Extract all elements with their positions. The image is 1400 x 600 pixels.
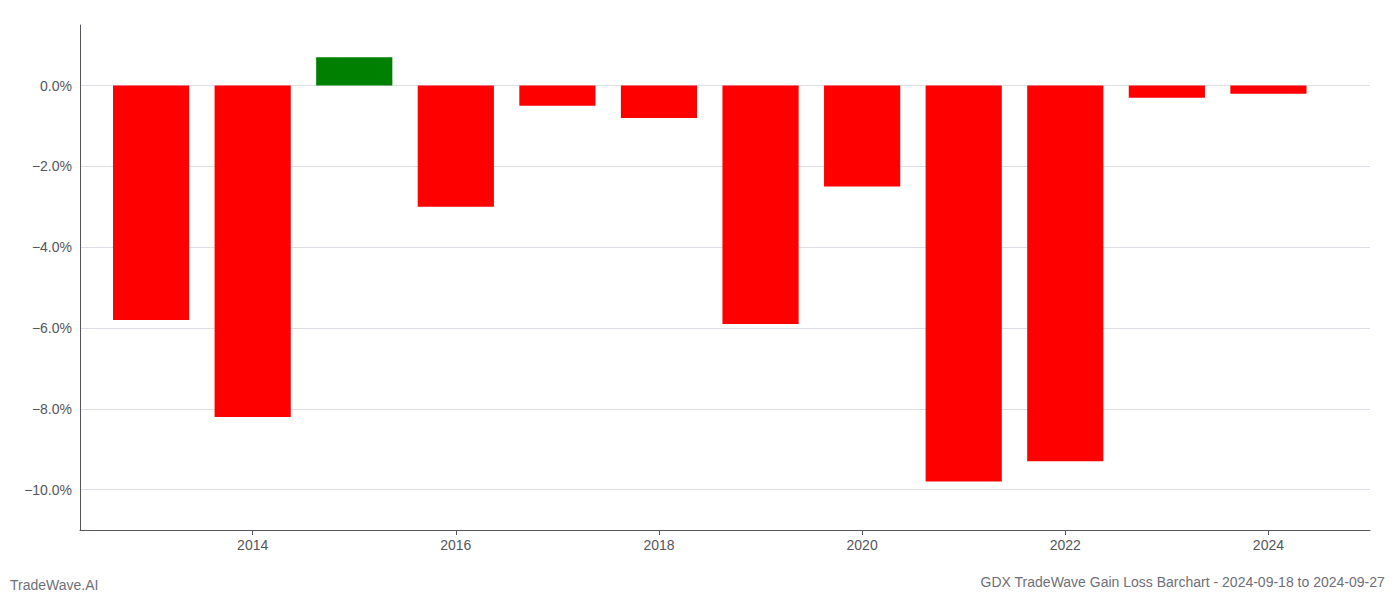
svg-text:GDX TradeWave Gain Loss Barcha: GDX TradeWave Gain Loss Barchart - 2024-… [981, 574, 1385, 590]
svg-text:2014: 2014 [237, 537, 268, 553]
svg-text:−2.0%: −2.0% [32, 158, 72, 174]
svg-text:0.0%: 0.0% [40, 78, 72, 94]
svg-text:2024: 2024 [1253, 537, 1284, 553]
svg-text:2020: 2020 [847, 537, 878, 553]
svg-text:TradeWave.AI: TradeWave.AI [10, 577, 98, 593]
svg-text:2022: 2022 [1050, 537, 1081, 553]
svg-text:2016: 2016 [440, 537, 471, 553]
svg-text:2018: 2018 [643, 537, 674, 553]
svg-text:−4.0%: −4.0% [32, 239, 72, 255]
svg-text:−10.0%: −10.0% [24, 482, 72, 498]
svg-text:−8.0%: −8.0% [32, 401, 72, 417]
svg-text:−6.0%: −6.0% [32, 320, 72, 336]
